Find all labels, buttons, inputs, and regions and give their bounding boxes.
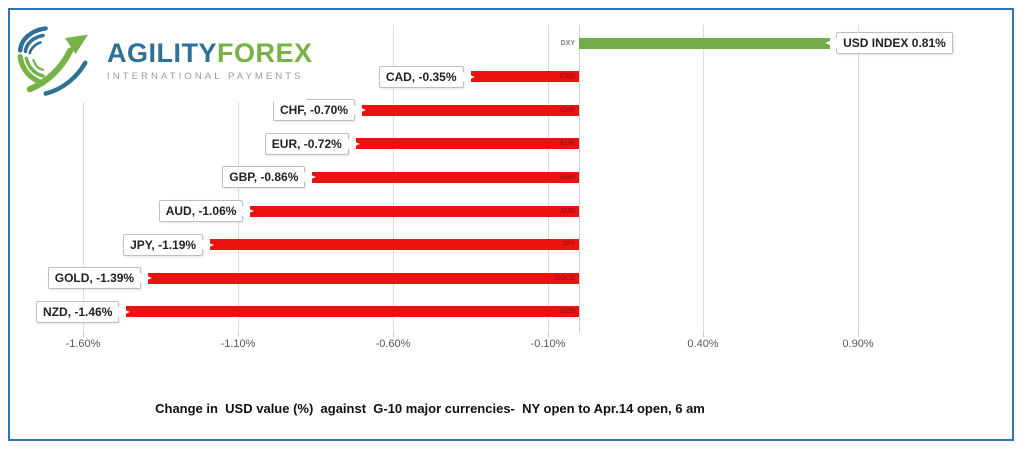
gridline: [858, 25, 859, 333]
data-label-cad: CAD, -0.35%: [378, 65, 475, 88]
gridline: [703, 25, 704, 333]
x-axis-tick-label: -1.10%: [220, 338, 256, 350]
category-label-eur: EUR: [560, 140, 575, 148]
x-axis-tick-label: 0.40%: [687, 338, 719, 350]
category-label-nzd: NZD: [560, 308, 575, 316]
bar-dxy: [579, 37, 831, 49]
brand-name-agility: AGILITY: [107, 38, 217, 68]
category-label-jpy: JPY: [561, 241, 575, 249]
callout-pointer: [354, 105, 366, 116]
axis-tick-mark: [393, 333, 394, 337]
category-axis-line: [579, 25, 580, 333]
callout-pointer: [825, 38, 838, 48]
callout-pointer: [462, 71, 475, 82]
data-label-aud: AUD, -1.06%: [158, 200, 255, 222]
bar-chf: [362, 104, 579, 116]
bar-aud: [250, 205, 579, 217]
callout-pointer: [347, 138, 360, 149]
axis-tick-mark: [548, 333, 549, 337]
chart-title: Change in USD value (%) against G-10 maj…: [155, 401, 705, 416]
callout-pointer: [242, 206, 255, 216]
brand-name-forex: FOREX: [217, 38, 313, 68]
category-label-aud: AUD: [559, 207, 575, 215]
data-label-jpy: JPY, -1.19%: [123, 233, 215, 256]
agilityforex-logo: AGILITYFOREX INTERNATIONAL PAYMENTS: [14, 20, 312, 102]
globe-arrow-logo-icon: [17, 26, 88, 96]
gridline: [83, 25, 84, 333]
category-label-dxy: DXY: [560, 39, 575, 47]
bar-cad: [470, 71, 579, 83]
logo-text: AGILITYFOREX INTERNATIONAL PAYMENTS: [107, 40, 313, 83]
bar-eur: [355, 138, 579, 150]
x-axis-tick-label: 0.90%: [842, 338, 874, 350]
x-axis-tick-label: -0.10%: [530, 338, 566, 350]
axis-tick-mark: [703, 333, 704, 337]
callout-pointer: [140, 273, 153, 284]
axis-tick-mark: [858, 333, 859, 337]
axis-tick-mark: [83, 333, 84, 337]
data-label-dxy: USD INDEX 0.81%: [825, 32, 953, 54]
bar-nzd: [126, 306, 579, 318]
data-label-gold: GOLD, -1.39%: [47, 267, 153, 290]
brand-name: AGILITYFOREX: [107, 40, 313, 67]
callout-pointer: [118, 306, 131, 317]
data-label-chf: CHF, -0.70%: [272, 99, 366, 122]
x-axis-tick-label: -1.60%: [65, 338, 101, 350]
data-label-eur: EUR, -0.72%: [264, 132, 360, 155]
logo-tagline: INTERNATIONAL PAYMENTS: [107, 71, 304, 82]
category-label-gbp: GBP: [559, 173, 575, 181]
category-label-cad: CAD: [559, 73, 575, 81]
category-label-gold: GOLD: [554, 274, 575, 282]
callout-pointer: [202, 239, 215, 250]
axis-tick-mark: [238, 333, 239, 337]
bar-jpy: [210, 239, 579, 251]
bar-gold: [148, 272, 579, 284]
callout-pointer: [304, 172, 317, 183]
x-axis-tick-label: -0.60%: [375, 338, 411, 350]
bar-gbp: [312, 171, 579, 183]
data-label-gbp: GBP, -0.86%: [222, 166, 317, 189]
data-label-nzd: NZD, -1.46%: [36, 300, 131, 323]
category-label-chf: CHF: [560, 106, 575, 114]
